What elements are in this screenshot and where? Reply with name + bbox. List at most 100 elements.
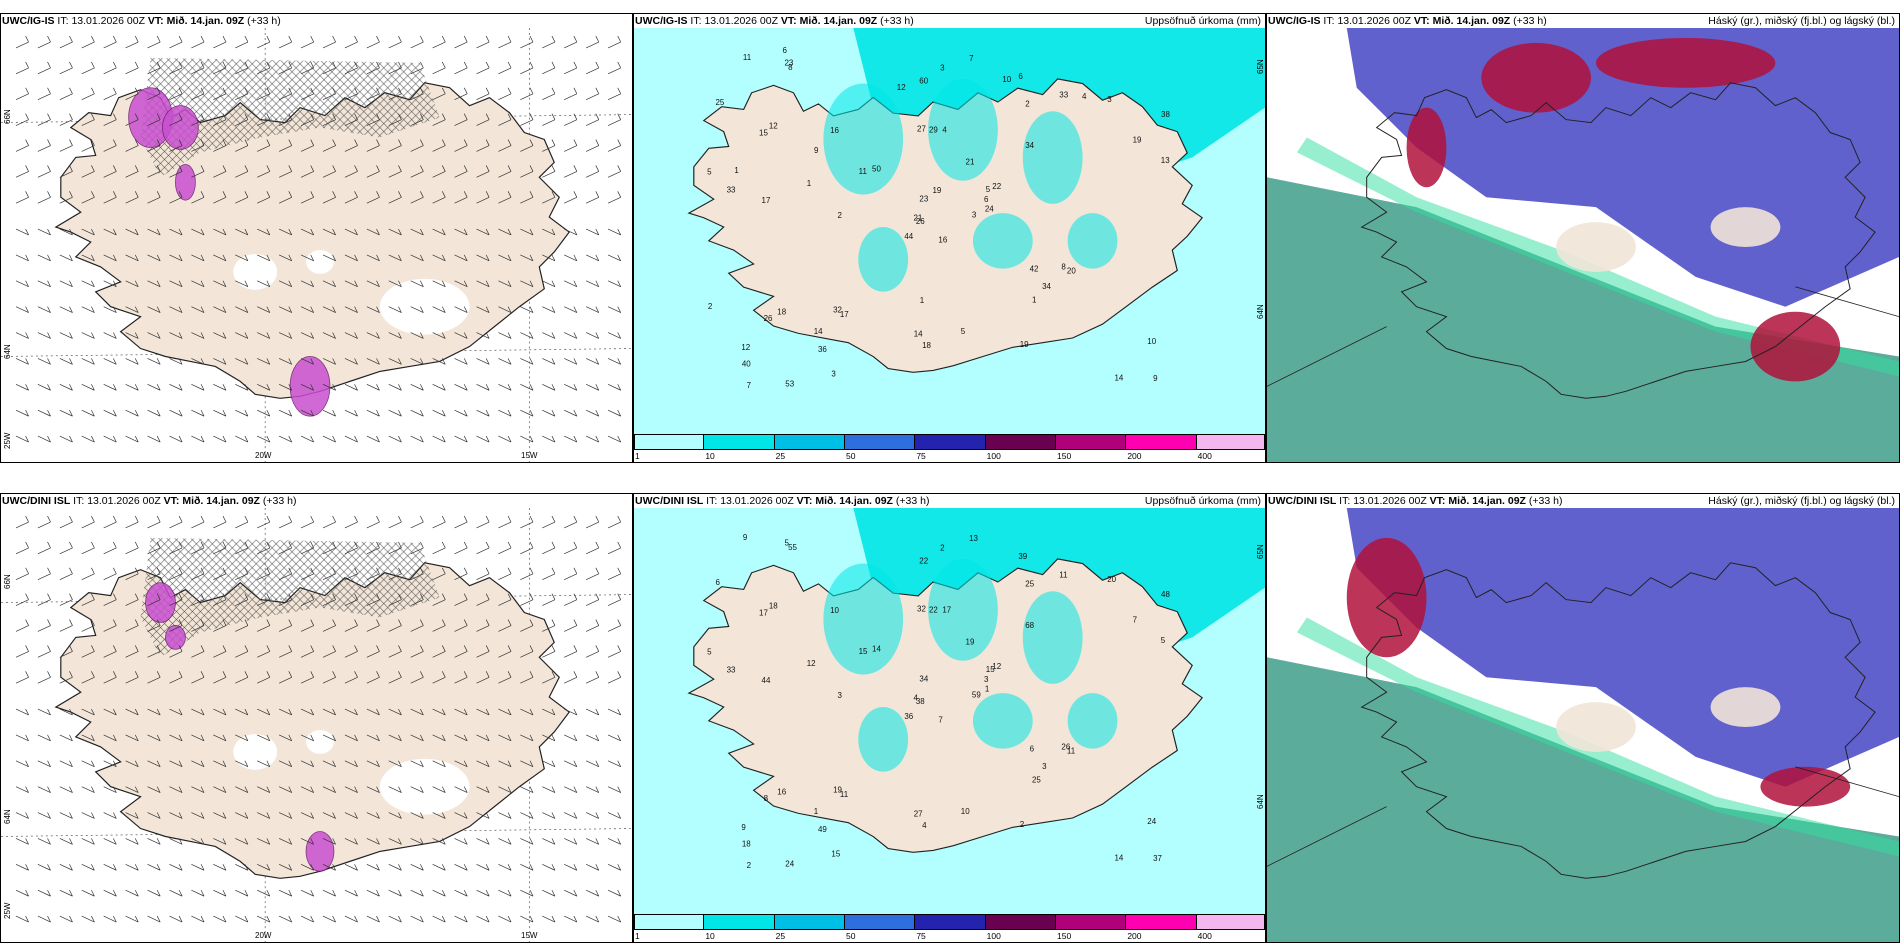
lead-time: (+33 h) — [247, 15, 281, 27]
cloud-map-svg — [1267, 28, 1899, 462]
precip-value-label: 33 — [727, 185, 736, 194]
precip-value-label: 18 — [777, 307, 786, 316]
precip-value-label: 60 — [919, 76, 928, 85]
precip-map-svg: 7173891511391725595537444836682432191614… — [634, 508, 1265, 914]
precip-value-label: 44 — [904, 232, 913, 241]
colorbar-label: 400 — [1197, 931, 1212, 941]
precip-value-label: 17 — [762, 196, 771, 205]
wind-panel-ig-is: UWC/IG-IS IT: 13.01.2026 00Z VT: Mið. 14… — [0, 13, 633, 463]
panel-title: UWC/IG-IS IT: 13.01.2026 00Z VT: Mið. 14… — [1, 14, 632, 28]
precip-value-label: 19 — [833, 785, 842, 794]
colorbar-swatch — [985, 434, 1056, 450]
precip-value-label: 5 — [707, 648, 712, 657]
precip-value-label: 10 — [1002, 75, 1011, 84]
wind-map — [1, 28, 632, 462]
precip-value-label: 5 — [784, 539, 789, 548]
precip-value-label: 12 — [769, 122, 778, 131]
precip-value-label: 10 — [961, 807, 970, 816]
colorbar-swatch — [845, 914, 916, 930]
precip-value-label: 3 — [1107, 95, 1112, 104]
colorbar: 1 10 25 50 75 100 150 200 400 — [634, 914, 1265, 942]
precip-value-label: 2 — [838, 211, 843, 220]
precip-value-label: 15 — [759, 128, 768, 137]
precip-value-label: 27 — [917, 125, 926, 134]
it-label: IT: — [706, 495, 718, 507]
lead-time: (+33 h) — [895, 495, 930, 507]
lead-time: (+33 h) — [880, 15, 914, 27]
precip-value-label: 16 — [830, 126, 839, 135]
it-label: IT: — [57, 15, 69, 27]
colorbar: 1 10 25 50 75 100 150 200 400 — [634, 434, 1265, 462]
precip-value-label: 6 — [1030, 745, 1035, 754]
model-name: UWC/IG-IS — [2, 15, 55, 27]
precip-value-label: 13 — [969, 534, 978, 543]
it-label: IT: — [690, 15, 702, 27]
model-name: UWC/DINI ISL — [635, 495, 704, 507]
precip-value-label: 4 — [922, 821, 927, 830]
precip-value-label: 8 — [788, 63, 793, 72]
cloud-panel-dini-isl: UWC/DINI ISL IT: 13.01.2026 00Z VT: Mið.… — [1266, 493, 1900, 943]
precip-value-label: 2 — [940, 543, 945, 552]
precip-value-label: 17 — [942, 605, 951, 614]
precip-value-label: 24 — [985, 205, 994, 214]
precip-value-label: 6 — [1018, 72, 1023, 81]
precip-value-label: 15 — [859, 647, 868, 656]
precip-value-label: 59 — [972, 691, 981, 700]
vt-value: Mið. 14.jan. 09Z — [799, 15, 878, 27]
wind-map — [1, 508, 632, 942]
precip-map: 7 17 38 9 15 11 39 17 25 59 55 37 44 48 36 68 24 32 19 16 14… — [634, 508, 1265, 914]
precip-value-label: 18 — [742, 839, 751, 848]
precip-value-label: 49 — [818, 825, 827, 834]
precip-value-label: 19 — [933, 186, 942, 195]
precip-value-label: 55 — [788, 543, 797, 552]
precip-value-label: 12 — [741, 343, 750, 352]
precip-value-label: 22 — [992, 182, 1001, 191]
it-value: 13.01.2026 00Z — [704, 15, 778, 27]
colorbar-label: 50 — [846, 931, 856, 941]
colorbar-label: 25 — [775, 451, 786, 461]
precip-value-label: 3 — [838, 691, 843, 700]
lon-label: 15W — [521, 451, 538, 460]
colorbar-label: 150 — [1057, 451, 1072, 461]
precip-value-label: 26 — [764, 314, 773, 323]
colorbar-label: 1 — [635, 931, 640, 941]
precip-value-label: 1 — [814, 807, 819, 816]
precip-value-label: 21 — [913, 214, 922, 223]
it-value: 13.01.2026 00Z — [71, 15, 145, 27]
precip-value-label: 21 — [966, 158, 975, 167]
panel-subtitle: Uppsöfnuð úrkoma (mm) — [1144, 14, 1261, 28]
it-value: 13.01.2026 00Z — [1353, 495, 1427, 507]
precip-value-label: 26 — [916, 217, 925, 226]
precip-value-label: 5 — [707, 168, 712, 177]
lon-label: 15W — [521, 931, 538, 940]
colorbar-swatch — [1056, 914, 1127, 930]
precip-value-label: 33 — [1059, 90, 1068, 99]
precip-value-label: 4 — [913, 694, 918, 703]
colorbar-frame — [634, 434, 1265, 450]
vt-value: Mið. 14.jan. 09Z — [166, 15, 245, 27]
precip-value-label: 37 — [1153, 854, 1162, 863]
lat-label: 66N — [3, 574, 12, 589]
model-name: UWC/IG-IS — [635, 15, 688, 27]
precip-value-label: 20 — [1107, 575, 1116, 584]
colorbar-label: 1 — [635, 451, 640, 461]
precip-value-label: 12 — [897, 83, 906, 92]
precip-value-label: 17 — [840, 310, 849, 319]
lat-label: 66N — [3, 109, 12, 124]
precip-value-label: 32 — [917, 605, 926, 614]
vt-label: VT: — [147, 15, 164, 27]
colorbar-swatch — [1126, 914, 1197, 930]
precip-value-label: 11 — [1059, 570, 1068, 579]
precip-value-label: 36 — [818, 345, 827, 354]
panel-subtitle: Uppsöfnuð úrkoma (mm) — [1144, 494, 1261, 508]
colorbar-swatch — [1196, 434, 1265, 450]
lat-label: 64N — [1256, 304, 1265, 319]
precip-value-label: 40 — [742, 359, 751, 368]
lead-time: (+33 h) — [262, 495, 297, 507]
precip-value-label: 9 — [743, 533, 748, 542]
vt-value: Mið. 14.jan. 09Z — [1448, 495, 1526, 507]
vt-value: Mið. 14.jan. 09Z — [182, 495, 260, 507]
precip-value-label: 22 — [929, 606, 938, 615]
precip-value-label: 7 — [969, 54, 974, 63]
panel-subtitle: Háský (gr.), miðský (fj.bl.) og lágský (… — [1708, 494, 1895, 508]
